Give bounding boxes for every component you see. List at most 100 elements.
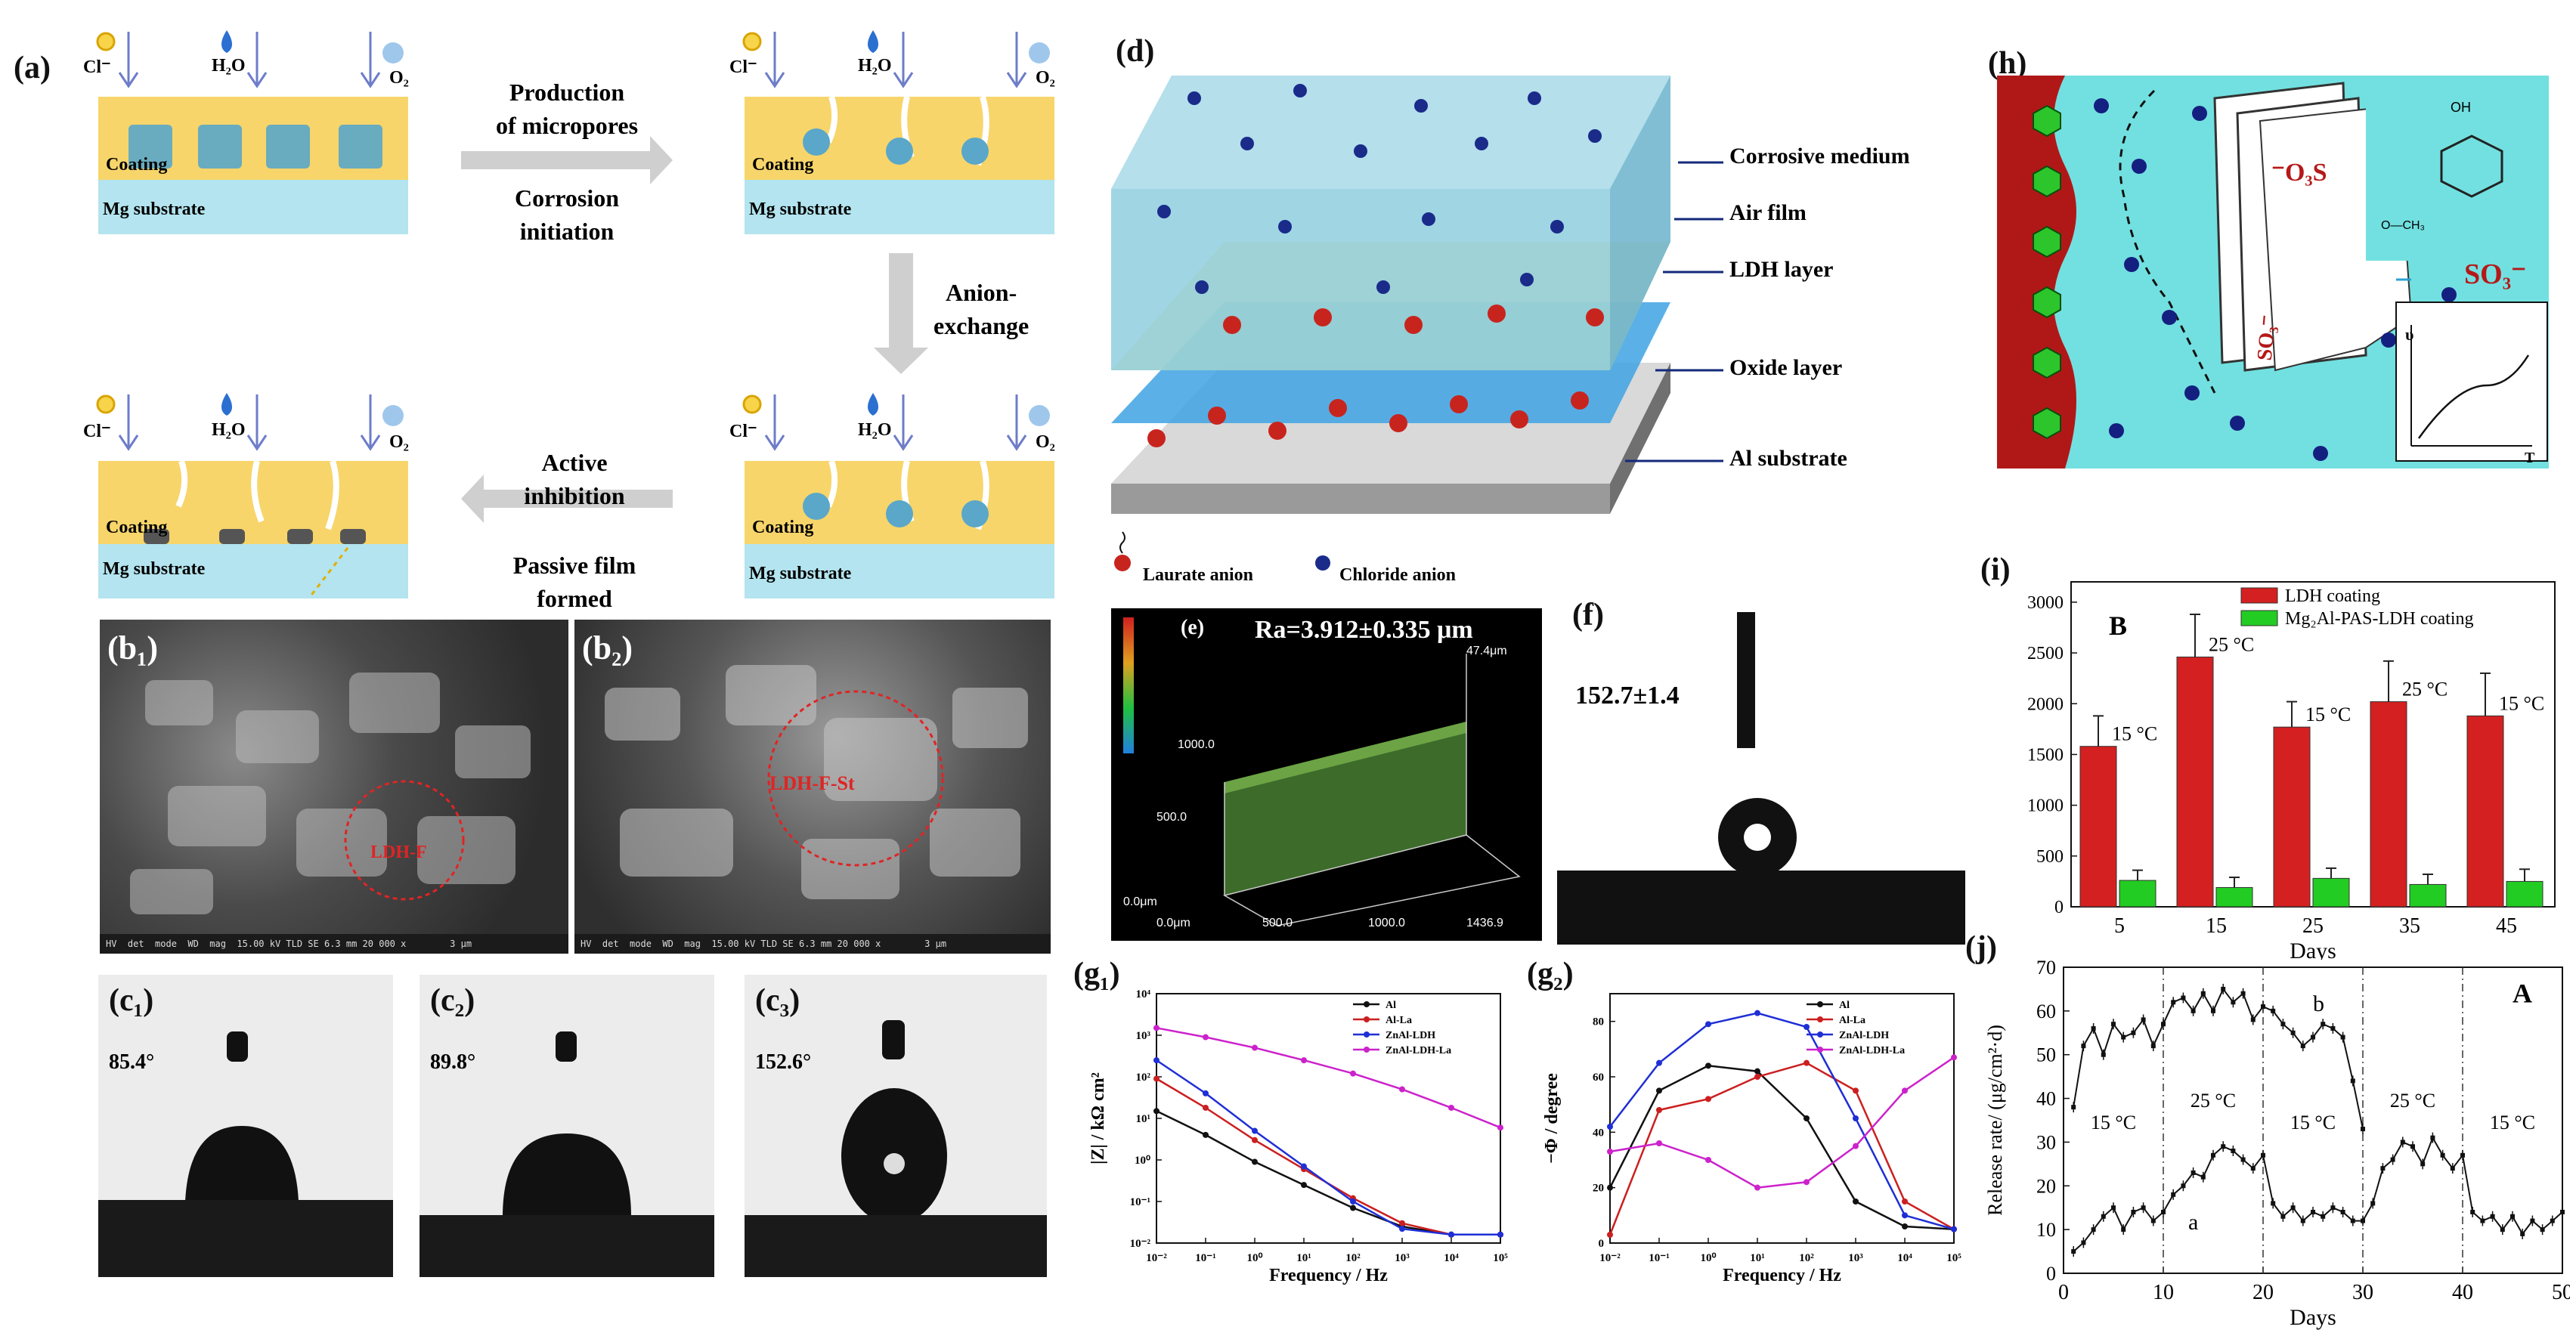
b1-circle-label: LDH-F (370, 843, 427, 862)
data-point (2101, 1052, 2106, 1057)
data-point (2311, 1034, 2315, 1040)
x-tick-4: 1436.9 (1466, 917, 1503, 929)
x-tick-label: 10⁻¹ (1649, 1252, 1669, 1264)
data-point (1203, 1131, 1209, 1138)
data-point (2250, 1017, 2256, 1022)
legend-label: Al-La (1386, 1015, 1412, 1026)
stage-3 (745, 459, 1054, 598)
y-tick-label: 10¹ (1136, 1113, 1151, 1125)
y-tick-label: 0 (1599, 1238, 1605, 1250)
legend-marker (1817, 1016, 1823, 1022)
legend-label: ZnAl-LDH-La (1839, 1045, 1905, 1056)
step1-text: Production of micropores Corrosion initi… (454, 76, 680, 248)
data-point (1705, 1021, 1711, 1028)
stage-2 (745, 95, 1054, 234)
color-scale-bar (1123, 617, 1134, 753)
data-point (2091, 1227, 2096, 1232)
bar-pas-ldh (2506, 880, 2543, 908)
sem-b2-infobar: HV det mode WD mag 15.00 kV TLD SE 6.3 m… (574, 934, 1051, 954)
data-point (2530, 1218, 2535, 1223)
ion-cl-3: Cl⁻ (729, 422, 757, 441)
legend-marker (1364, 1016, 1370, 1022)
step1-line1: Production (509, 79, 625, 106)
legend-marker (1364, 1001, 1370, 1007)
data-point (2540, 1227, 2545, 1232)
data-point (1497, 1231, 1503, 1238)
c3-droplet (745, 1020, 1047, 1277)
data-point (1754, 1074, 1760, 1080)
data-point (2200, 1174, 2206, 1180)
y-tick-label: 0 (2054, 898, 2064, 917)
phase-chart: 10⁻² 10⁻¹ 10⁰ 10¹ 10² 10³ 10⁴ 10⁵ 0 20 40 60 80 Frequ… (1542, 993, 1961, 1285)
data-point (2340, 1210, 2345, 1214)
x-tick-label: 5 (2114, 914, 2125, 938)
data-point (1902, 1212, 1908, 1219)
data-point (1252, 1158, 1258, 1165)
data-point (2490, 1214, 2495, 1219)
c1-droplet (98, 1031, 393, 1277)
step3-line3: Passive film (512, 552, 636, 579)
data-point (2420, 1161, 2426, 1167)
layer-air-film: Air film (1729, 200, 1807, 225)
coating-label-2: Coating (752, 155, 814, 175)
data-point (2171, 1192, 2176, 1197)
period-label: 15 °C (2490, 1112, 2535, 1133)
data-point (2240, 991, 2246, 996)
series-line-znal-ldh (1156, 1059, 1500, 1236)
plot-frame (2063, 966, 2563, 1274)
ion-h2o-2: H₂O (858, 56, 892, 76)
ion-o2-2: O₂ (1036, 68, 1055, 88)
panel-a-label: (a) (14, 51, 51, 85)
data-point (2460, 1152, 2465, 1158)
x-tick-label: 10⁴ (1444, 1252, 1459, 1264)
y-tick-label: 30 (2036, 1131, 2056, 1153)
layer-corrosive-medium: Corrosive medium (1729, 144, 1910, 169)
bar-pas-ldh (2119, 880, 2156, 908)
x-axis-label: Frequency / Hz (1723, 1266, 1841, 1285)
legend-label: LDH coating (2285, 586, 2380, 606)
x-tick-label: 20 (2252, 1281, 2274, 1304)
legend-laurate-label: Laurate anion (1143, 565, 1254, 585)
y-tick-label: 2500 (2027, 644, 2064, 663)
panel-d-label: (d) (1116, 34, 1155, 69)
temperature-label: 15 °C (2305, 704, 2351, 725)
data-point (2211, 1008, 2215, 1013)
data-point (1252, 1137, 1258, 1143)
panel-j: (j) 0 10 20 30 40 50 60 70 0 10 20 30 40 50 15 °C 25 °C… (1965, 929, 2570, 1330)
data-point (2191, 1170, 2196, 1175)
data-point (1804, 1024, 1810, 1030)
panel-d: (d) Corrosive medium Air fil (1073, 15, 1980, 589)
panel-h: (h) ⁻O₃S SO₃⁻ SO₃⁻ OH O—CH₃ υ T (1988, 30, 2555, 484)
x-tick-label: 15 (2206, 914, 2227, 938)
data-point (2400, 1140, 2405, 1145)
series-label-b: b (2313, 991, 2324, 1016)
data-point (2231, 1000, 2236, 1005)
legend-chloride-label: Chloride anion (1339, 565, 1457, 585)
data-point (1902, 1087, 1908, 1094)
data-point (2131, 1210, 2136, 1214)
x-tick-label: 10² (1345, 1252, 1361, 1264)
panel-e-topography: (e) Ra=3.912±0.335 μm 47.4μm 1000.0 500.… (1111, 608, 1542, 941)
data-point (2370, 1201, 2376, 1206)
legend-marker (1817, 1047, 1823, 1053)
data-point (2550, 1218, 2555, 1223)
data-point (1902, 1223, 1908, 1229)
ion-o2: O₂ (389, 68, 409, 88)
data-point (2111, 1022, 2116, 1027)
sem-b1-infobar: HV det mode WD mag 15.00 kV TLD SE 6.3 m… (100, 934, 568, 954)
data-point (2150, 1044, 2156, 1049)
ion-o2-4: O₂ (389, 432, 409, 452)
data-point (2131, 1030, 2136, 1035)
y-axis-label: Release rate/ (μg/cm²·d) (1984, 1025, 2006, 1216)
data-point (2081, 1240, 2086, 1245)
series-line-al-la (1608, 1062, 1955, 1235)
data-point (2091, 1026, 2096, 1031)
legend-label: Al (1386, 1000, 1396, 1011)
data-point (1656, 1087, 1662, 1094)
oxygen-icon (382, 42, 1050, 426)
panel-b1-label: (b₁) (107, 629, 158, 666)
x-tick-label: 10³ (1848, 1252, 1863, 1264)
legend-label: ZnAl-LDH (1386, 1030, 1435, 1041)
bar-pas-ldh (2215, 886, 2253, 908)
series-line-al (1608, 1065, 1955, 1230)
